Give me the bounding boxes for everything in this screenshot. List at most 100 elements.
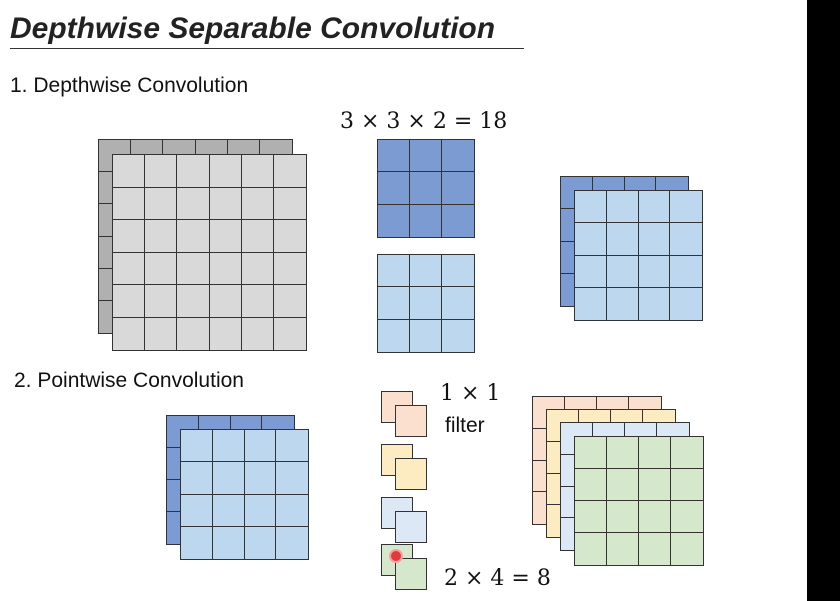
grid-cell [575,223,607,256]
grid-cell [638,191,671,224]
grid-cell [145,187,178,220]
grid-cell [442,172,474,205]
grid-cell [442,255,474,288]
grid-cell [638,223,671,256]
grid-cell [671,469,703,501]
grid-cell [244,430,277,463]
grid-cell [639,437,671,469]
grid-cell [273,253,306,285]
grid-cell [396,459,426,489]
grid-cell [396,559,426,589]
filter-size-label: 1 × 1 [440,381,501,406]
grid-cell [210,317,242,350]
grid-cell [181,494,213,527]
grid-cell [177,285,210,318]
grid-cell [244,494,277,527]
pointer-cursor [389,549,403,563]
grid-cell [273,285,306,318]
grid-cell [113,220,146,253]
grid-cell [410,172,442,205]
depthwise-output-front-grid [574,190,703,321]
grid-cell [575,191,607,224]
grid-cell [607,287,639,320]
grid-cell [276,495,308,527]
grid-cell [212,430,245,463]
grid-cell [113,252,146,285]
grid-cell [113,285,146,318]
grid-cell [606,255,639,288]
grid-cell [181,430,213,463]
grid-cell [181,526,213,559]
grid-cell [378,287,410,320]
grid-cell [378,204,410,237]
grid-cell [410,287,442,320]
grid-cell [113,187,146,220]
grid-cell [209,252,242,285]
depthwise-kernel-1 [377,139,475,238]
grid-cell [273,220,306,253]
grid-cell [177,155,210,188]
grid-cell [245,526,277,559]
grid-cell [575,501,607,533]
pointwise-param-count: 2 × 4 = 8 [444,566,551,591]
grid-cell [242,317,274,350]
grid-cell [606,191,639,224]
grid-cell [670,191,702,224]
grid-cell [145,317,178,350]
pointwise-filter-3-front [395,511,427,543]
depthwise-section-label: 1. Depthwise Convolution [10,74,249,97]
grid-cell [213,526,245,559]
grid-cell [671,501,703,533]
grid-cell [575,469,607,501]
pointwise-output-grid-4 [574,436,704,566]
grid-cell [607,501,639,533]
grid-cell [396,406,426,436]
grid-cell [177,252,210,285]
grid-cell [639,501,671,533]
input-volume-front-grid [112,154,307,351]
grid-cell [273,155,306,188]
grid-cell [241,285,274,318]
depthwise-kernel-2 [377,254,475,353]
grid-cell [638,255,671,288]
grid-cell [396,512,426,542]
grid-cell [241,187,274,220]
grid-cell [209,187,242,220]
pointwise-filter-1-front [395,405,427,437]
grid-cell [442,320,474,352]
title-underline [10,48,524,49]
grid-cell [378,172,410,205]
grid-cell [670,288,702,320]
grid-cell [671,437,703,469]
grid-cell [241,220,274,253]
right-black-bar [807,0,840,601]
grid-cell [378,255,410,288]
grid-cell [212,462,245,495]
grid-cell [212,494,245,527]
grid-cell [145,252,178,285]
grid-cell [575,533,607,565]
grid-cell [607,437,639,469]
grid-cell [177,220,210,253]
grid-cell [575,255,607,288]
grid-cell [177,317,210,350]
grid-cell [241,252,274,285]
grid-cell [639,533,671,565]
grid-cell [671,533,703,565]
grid-cell [113,317,146,350]
grid-cell [639,469,671,501]
grid-cell [145,155,178,188]
grid-cell [442,287,474,320]
grid-cell [241,155,274,188]
grid-cell [276,527,308,559]
grid-cell [442,205,474,237]
grid-cell [575,287,607,320]
grid-cell [276,462,308,495]
grid-cell [209,285,242,318]
grid-cell [607,469,639,501]
grid-cell [209,155,242,188]
slide-title: Depthwise Separable Convolution [10,12,496,45]
grid-cell [209,220,242,253]
grid-cell [378,140,410,173]
pointwise-section-label: 2. Pointwise Convolution [14,369,244,392]
